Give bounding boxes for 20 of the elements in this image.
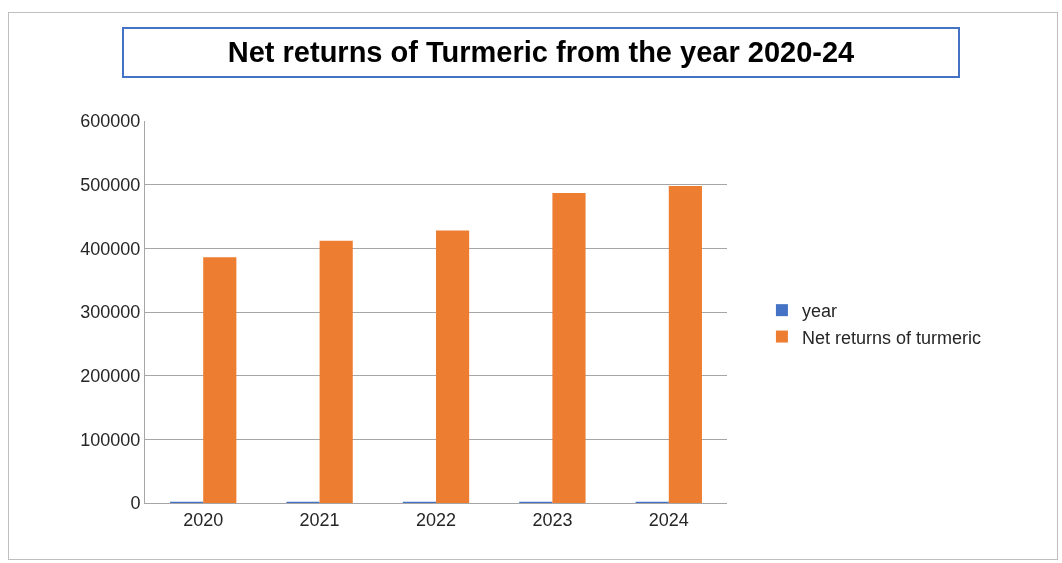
bar bbox=[319, 240, 353, 503]
x-tick-label: 2024 bbox=[648, 509, 689, 530]
x-tick-label: 2021 bbox=[299, 509, 340, 530]
x-tick-label: 2022 bbox=[415, 509, 457, 530]
x-tick-label: 2023 bbox=[532, 509, 573, 530]
x-tick-label: 2020 bbox=[183, 509, 224, 530]
bar bbox=[552, 192, 586, 503]
y-tick-label: 400000 bbox=[80, 238, 141, 259]
y-tick-label: 600000 bbox=[80, 111, 141, 132]
y-tick-label: 300000 bbox=[80, 302, 141, 323]
bar bbox=[203, 257, 237, 503]
bar bbox=[668, 185, 702, 503]
y-tick-label: 100000 bbox=[80, 429, 141, 450]
legend-label: Net returns of turmeric bbox=[801, 327, 981, 348]
y-tick-label: 0 bbox=[130, 493, 141, 514]
legend-label: year bbox=[801, 301, 837, 322]
y-tick-label: 200000 bbox=[80, 365, 141, 386]
chart-title: Net returns of Turmeric from the year 2020-24 bbox=[122, 27, 960, 78]
bar bbox=[436, 230, 470, 503]
y-tick-label: 500000 bbox=[80, 174, 141, 195]
